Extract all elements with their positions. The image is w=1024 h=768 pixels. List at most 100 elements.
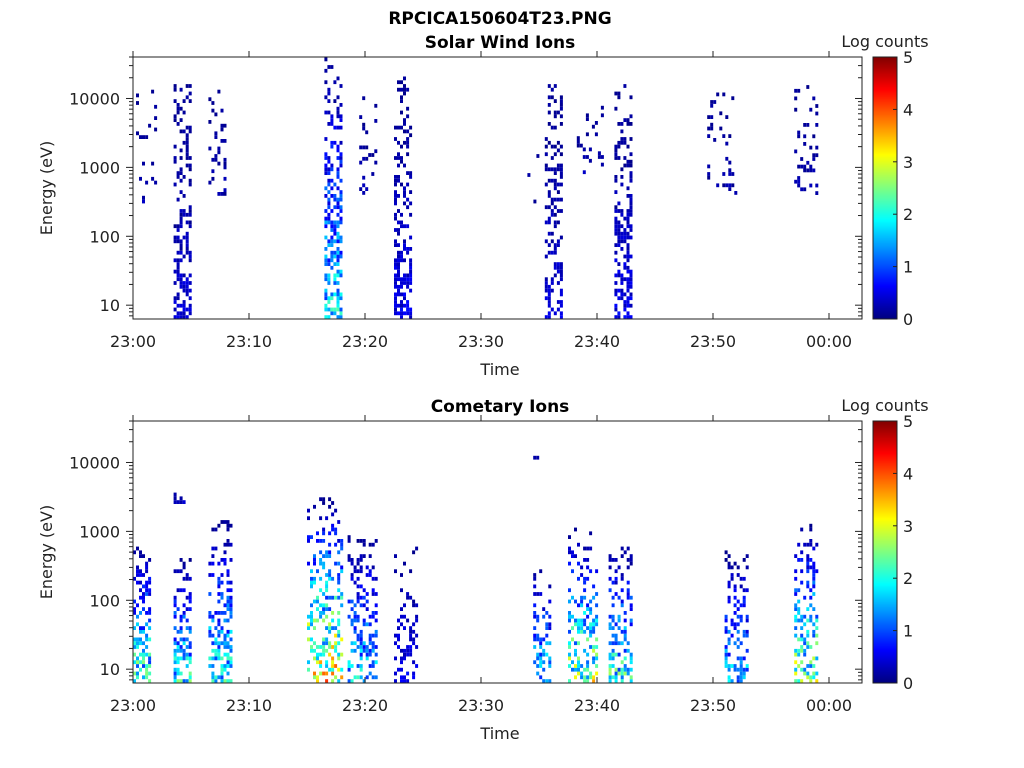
spectrogram-cell <box>400 311 403 316</box>
spectrogram-cell <box>800 157 804 161</box>
colorbar-segment <box>873 73 897 75</box>
spectrogram-cell <box>350 561 354 566</box>
colorbar-segment <box>873 452 897 454</box>
spectrogram-cell <box>173 599 177 604</box>
spectrogram-cell <box>568 652 571 657</box>
spectrogram-cell <box>614 231 618 236</box>
spectrogram-cell <box>815 641 819 646</box>
spectrogram-cell <box>327 205 331 210</box>
spectrogram-cell <box>182 281 186 285</box>
spectrogram-cell <box>559 303 563 308</box>
colorbar-segment <box>873 95 897 97</box>
colorbar-segment <box>873 218 897 220</box>
spectrogram-cell <box>409 277 413 282</box>
spectrogram-cell <box>620 273 624 278</box>
spectrogram-cell <box>553 84 557 88</box>
spectrogram-cell <box>223 558 227 562</box>
spectrogram-cell <box>553 220 557 225</box>
spectrogram-cell <box>629 303 633 308</box>
spectrogram-cell <box>406 140 410 145</box>
spectrogram-cell <box>742 656 746 661</box>
spectrogram-cell <box>394 258 397 263</box>
colorbar-label: Log counts <box>841 32 928 51</box>
spectrogram-cell <box>319 576 323 581</box>
colorbar-segment <box>873 538 897 540</box>
spectrogram-cell <box>545 652 549 657</box>
spectrogram-cell <box>339 292 343 297</box>
colorbar-frame <box>872 420 898 684</box>
spectrogram-cell <box>812 622 816 627</box>
spectrogram-cell <box>136 622 139 627</box>
spectrogram-cell <box>812 584 816 589</box>
spectrogram-cell <box>337 629 341 634</box>
x-tick-label: 23:40 <box>574 332 620 351</box>
spectrogram-cell <box>229 599 233 604</box>
spectrogram-cell <box>359 554 363 558</box>
spectrogram-cell <box>324 258 328 263</box>
spectrogram-cell <box>179 656 183 661</box>
spectrogram-cell <box>400 303 403 308</box>
spectrogram-cell <box>356 561 360 566</box>
spectrogram-cell <box>179 679 183 683</box>
spectrogram-cell <box>353 641 357 646</box>
spectrogram-cell <box>544 144 548 149</box>
spectrogram-cell <box>614 641 618 646</box>
spectrogram-cell <box>527 173 531 177</box>
spectrogram-cell <box>736 679 740 683</box>
spectrogram-cell <box>707 126 711 131</box>
colorbar-segment <box>873 460 897 462</box>
spectrogram-cell <box>556 140 560 145</box>
colorbar-segment <box>873 258 897 260</box>
spectrogram-cell <box>536 592 540 596</box>
colorbar-segment <box>873 127 897 129</box>
colorbar-segment <box>873 145 897 147</box>
colorbar-segment <box>873 222 897 224</box>
spectrogram-cell <box>403 129 406 134</box>
spectrogram-cell <box>544 254 548 259</box>
spectrogram-cell <box>322 648 326 653</box>
spectrogram-cell <box>809 614 813 619</box>
spectrogram-cell <box>556 190 560 194</box>
spectrogram-cell <box>542 660 546 665</box>
spectrogram-cell <box>574 667 577 672</box>
spectrogram-cell <box>350 618 354 623</box>
colorbar-segment <box>873 485 897 487</box>
spectrogram-cell <box>359 664 363 668</box>
spectrogram-cell <box>716 92 720 97</box>
spectrogram-cell <box>611 580 615 585</box>
spectrogram-cell <box>809 539 813 543</box>
spectrogram-cell <box>406 144 410 149</box>
spectrogram-cell <box>617 91 621 96</box>
spectrogram-cell <box>614 258 618 263</box>
spectrogram-cell <box>185 679 189 683</box>
spectrogram-cell <box>614 652 618 657</box>
spectrogram-cell <box>316 569 319 574</box>
spectrogram-cell <box>394 190 397 194</box>
colorbar-segment <box>873 179 897 181</box>
colorbar-segment <box>873 301 897 303</box>
spectrogram-cell <box>226 641 230 646</box>
spectrogram-cell <box>586 626 590 630</box>
spectrogram-cell <box>327 216 331 221</box>
colorbar-segment <box>873 580 897 582</box>
colorbar-segment <box>873 467 897 469</box>
spectrogram-cell <box>330 194 334 198</box>
spectrogram-cell <box>182 656 186 661</box>
spectrogram-cell <box>139 176 142 181</box>
spectrogram-cell <box>617 231 621 236</box>
colorbar-segment <box>873 432 897 434</box>
spectrogram-cell <box>797 664 801 668</box>
spectrogram-cell <box>577 576 580 581</box>
spectrogram-cell <box>803 168 807 173</box>
spectrogram-cell <box>583 588 587 593</box>
spectrogram-cell <box>583 580 587 585</box>
spectrogram-cell <box>731 96 735 101</box>
spectrogram-cell <box>229 629 233 634</box>
spectrogram-cell <box>330 209 334 213</box>
spectrogram-cell <box>223 520 227 524</box>
spectrogram-cell <box>217 611 221 615</box>
spectrogram-cell <box>544 315 548 319</box>
spectrogram-cell <box>139 629 142 634</box>
spectrogram-cell <box>356 576 360 581</box>
